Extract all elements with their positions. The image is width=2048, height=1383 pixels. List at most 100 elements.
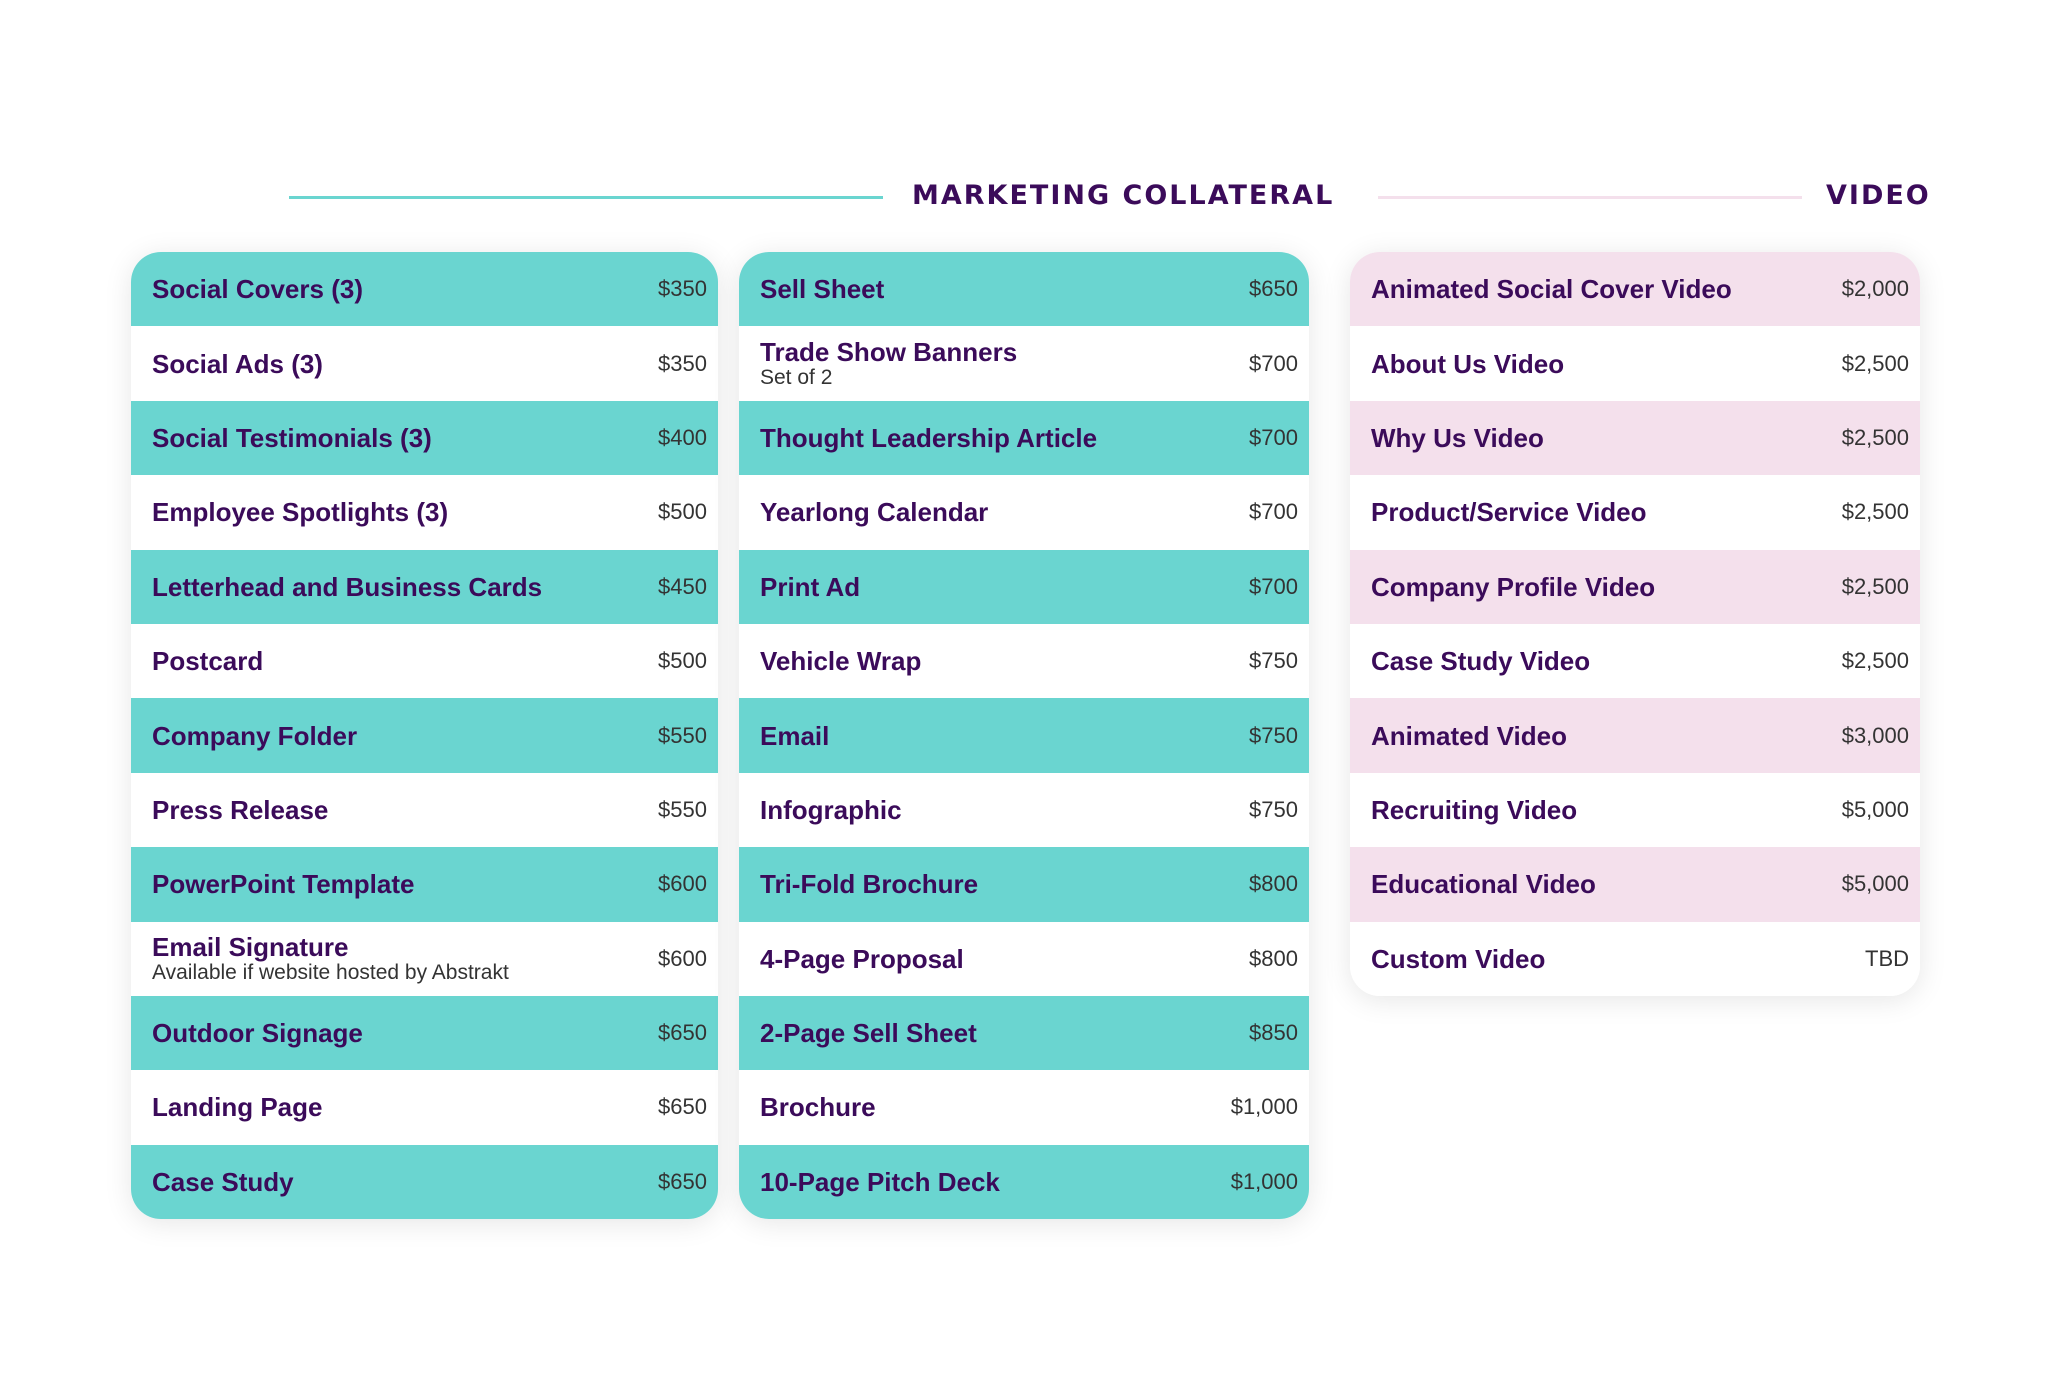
item-name: Animated Social Cover Video [1371,274,1732,305]
item-name: Recruiting Video [1371,794,1578,825]
price-row: Letterhead and Business Cards $450 [131,549,718,624]
item-price: $350 [658,276,707,302]
item-price: $400 [658,424,707,450]
price-row: Tri-Fold Brochure $800 [739,847,1309,922]
item-price: $550 [658,796,707,822]
price-row: Case Study $650 [131,1144,718,1220]
item-name: Letterhead and Business Cards [152,571,543,602]
item: About Us Video [1371,351,1564,377]
item: Sell Sheet [760,276,884,302]
item-price: $850 [1249,1020,1298,1046]
price-row: Trade Show Banners Set of 2 $700 [739,326,1309,401]
item-name: Vehicle Wrap [760,646,922,677]
item-price: $500 [658,499,707,525]
item: 2-Page Sell Sheet [760,1020,977,1046]
item-name: Sell Sheet [760,274,885,305]
item-name: Thought Leadership Article [760,422,1098,453]
item: Email [760,723,829,749]
item-name: Landing Page [152,1092,323,1123]
item: Why Us Video [1371,425,1544,451]
video-heading: VIDEO [1826,180,1931,211]
item-price: $700 [1249,573,1298,599]
price-row: Social Covers (3) $350 [131,252,718,327]
item: Print Ad [760,574,860,600]
item-name: Yearlong Calendar [760,497,989,528]
item-name: Social Testimonials (3) [152,422,432,453]
item-price: $650 [658,1168,707,1194]
item-name: Outdoor Signage [152,1018,363,1049]
price-row: 4-Page Proposal $800 [739,921,1309,996]
item: Employee Spotlights (3) [152,499,448,525]
price-row: Recruiting Video $5,000 [1350,772,1920,848]
item-name: Postcard [152,646,264,677]
item-price: $3,000 [1841,722,1909,748]
item-price: $700 [1249,350,1298,376]
price-row: Educational Video $5,000 [1350,847,1920,922]
item-name: PowerPoint Template [152,869,415,900]
item-name: Brochure [760,1092,876,1123]
video-price-list: Animated Social Cover Video $2,000 About U… [1350,252,1920,996]
item-price: $5,000 [1841,796,1909,822]
item: Infographic [760,797,902,823]
price-row: About Us Video $2,500 [1350,326,1920,401]
item-price: $1,000 [1230,1168,1298,1194]
item: 4-Page Proposal [760,946,964,972]
item: Product/Service Video [1371,499,1647,525]
item-price: $800 [1249,945,1298,971]
price-row: Yearlong Calendar $700 [739,475,1309,550]
item: Vehicle Wrap [760,648,921,674]
item-name: Product/Service Video [1371,497,1647,528]
item: Yearlong Calendar [760,499,988,525]
price-row: Email Signature Available if website host… [131,921,718,996]
item-price: $750 [1249,722,1298,748]
price-row: Case Study Video $2,500 [1350,623,1920,699]
price-row: Landing Page $650 [131,1070,718,1145]
price-row: Animated Video $3,000 [1350,698,1920,773]
item: Landing Page [152,1094,322,1120]
item-name: Trade Show Banners [760,336,1018,367]
item: Tri-Fold Brochure [760,871,978,897]
item-price: $700 [1249,424,1298,450]
price-row: Animated Social Cover Video $2,000 [1350,252,1920,327]
price-row: Print Ad $700 [739,549,1309,624]
item: Animated Video [1371,723,1567,749]
item-price: $800 [1249,871,1298,897]
price-row: Company Profile Video $2,500 [1350,549,1920,624]
item-name: About Us Video [1371,348,1565,379]
item-price: $350 [658,350,707,376]
item-price: $2,500 [1841,424,1909,450]
item: Outdoor Signage [152,1020,363,1046]
item: Animated Social Cover Video [1371,276,1732,302]
price-row: Social Ads (3) $350 [131,326,718,401]
item-name: 4-Page Proposal [760,943,964,974]
item-price: $700 [1249,499,1298,525]
item-note: Available if website hosted by Abstrakt [152,960,509,984]
item: 10-Page Pitch Deck [760,1169,1000,1195]
marketing-price-list-col2: Sell Sheet $650 Trade Show Banners Set of 2… [739,252,1309,1220]
price-row: 2-Page Sell Sheet $850 [739,995,1309,1071]
item-name: Social Covers (3) [152,274,363,305]
price-row: Outdoor Signage $650 [131,995,718,1071]
item-name: Infographic [760,794,902,825]
price-row: Vehicle Wrap $750 [739,623,1309,699]
item: Social Ads (3) [152,351,323,377]
item-name: Email [760,720,830,751]
item: Letterhead and Business Cards [152,574,542,600]
item-name: Case Study Video [1371,646,1591,677]
item: Custom Video [1371,946,1545,972]
item-name: Print Ad [760,571,861,602]
item: Thought Leadership Article [760,425,1097,451]
item-name: Custom Video [1371,943,1546,974]
item: PowerPoint Template [152,871,414,897]
item-price: $450 [658,573,707,599]
price-row: Sell Sheet $650 [739,252,1309,327]
item-name: Social Ads (3) [152,348,323,379]
item-price: $2,500 [1841,648,1909,674]
item: Company Profile Video [1371,574,1655,600]
item-name: Case Study [152,1166,294,1197]
price-row: PowerPoint Template $600 [131,847,718,922]
price-row: Employee Spotlights (3) $500 [131,475,718,550]
item: Trade Show Banners Set of 2 [760,339,1017,389]
price-row: Thought Leadership Article $700 [739,400,1309,476]
item-name: Email Signature [152,931,349,962]
